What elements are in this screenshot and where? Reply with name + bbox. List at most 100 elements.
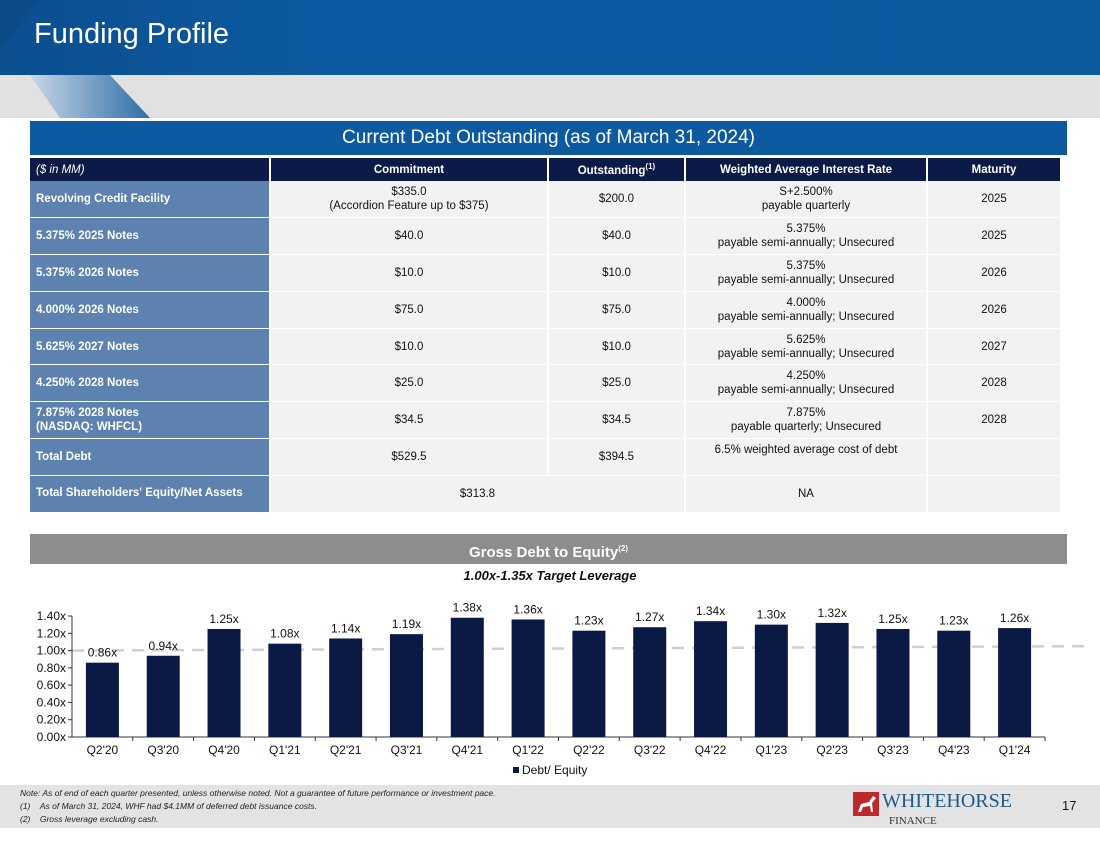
outstanding-cell: $10.0 [547, 328, 687, 366]
bar [937, 630, 971, 737]
x-tick-label: Q1'24 [999, 743, 1031, 757]
decorative-diagonal [0, 0, 150, 118]
y-tick-label: 0.20x [37, 713, 66, 727]
rate-cell: S+2.500% payable quarterly [685, 181, 928, 219]
col-commitment: Commitment [270, 158, 549, 181]
bar [389, 634, 423, 737]
outstanding-cell: $25.0 [547, 364, 687, 403]
chart-section-title: Gross Debt to Equity(2) [30, 534, 1067, 564]
table-row: 5.625% 2027 Notes $10.0 $10.0 5.625% paya… [30, 328, 1062, 366]
outstanding-cell: $394.5 [547, 438, 687, 476]
row-label: 5.375% 2026 Notes [30, 254, 271, 292]
x-tick-label: Q4'21 [451, 743, 483, 757]
bar [146, 655, 180, 737]
bar [876, 628, 910, 737]
maturity-cell: 2026 [927, 254, 1062, 292]
data-label: 1.26x [1000, 611, 1029, 625]
bar [754, 624, 788, 737]
y-tick-label: 0.60x [37, 678, 66, 692]
bar [572, 630, 606, 737]
rate-cell: 5.375% payable semi-annually; Unsecured [685, 217, 928, 256]
maturity-cell: 2027 [927, 328, 1062, 366]
data-label: 1.08x [270, 627, 299, 641]
data-label: 1.30x [757, 608, 786, 622]
row-label: 5.625% 2027 Notes [30, 328, 271, 366]
x-tick-label: Q1'21 [269, 743, 301, 757]
maturity-cell: 2025 [927, 181, 1062, 219]
debt-table: ($ in MM) Commitment Outstanding(1) Weig… [30, 158, 1062, 513]
data-label: 1.23x [939, 614, 968, 628]
row-label: Revolving Credit Facility [30, 181, 271, 219]
outstanding-cell: $75.0 [547, 291, 687, 329]
commitment-cell: $75.0 [270, 291, 549, 329]
table-title: Current Debt Outstanding (as of March 31… [30, 121, 1067, 155]
data-label: 1.36x [513, 602, 542, 616]
table-row: 7.875% 2028 Notes (NASDAQ: WHFCL) $34.5 $… [30, 401, 1062, 440]
table-row: 5.375% 2025 Notes $40.0 $40.0 5.375% paya… [30, 217, 1062, 256]
data-label: 1.25x [209, 612, 238, 626]
equity-row: Total Shareholders' Equity/Net Assets $3… [30, 475, 1062, 513]
maturity-cell: 2028 [927, 364, 1062, 403]
x-tick-label: Q3'23 [877, 743, 909, 757]
bar [998, 628, 1032, 737]
x-tick-label: Q2'21 [330, 743, 362, 757]
footnote-1: (1) As of March 31, 2024, WHF had $4.1MM… [20, 801, 318, 811]
col-maturity: Maturity [927, 158, 1062, 181]
equity-value: $313.8 [270, 475, 686, 513]
row-label: 4.250% 2028 Notes [30, 364, 271, 403]
total-row: Total Debt $529.5 $394.5 6.5% weighted a… [30, 438, 1062, 476]
outstanding-cell: $10.0 [547, 254, 687, 292]
bar [207, 628, 241, 737]
bar [633, 627, 667, 737]
commitment-cell: $40.0 [270, 217, 549, 256]
maturity-cell [927, 475, 1062, 513]
commitment-cell: $25.0 [270, 364, 549, 403]
col-rate: Weighted Average Interest Rate [685, 158, 928, 181]
row-label: Total Debt [30, 438, 271, 476]
rate-cell: NA [685, 475, 928, 513]
footer-band [0, 785, 1100, 828]
rate-cell: 5.625% payable semi-annually; Unsecured [685, 328, 928, 366]
data-label: 0.86x [88, 646, 117, 660]
bar [694, 621, 728, 737]
x-tick-label: Q3'22 [634, 743, 666, 757]
x-tick-label: Q4'22 [695, 743, 727, 757]
rate-cell: 4.000% payable semi-annually; Unsecured [685, 291, 928, 329]
data-label: 1.23x [574, 614, 603, 628]
col-outstanding: Outstanding(1) [547, 158, 687, 181]
outstanding-cell: $34.5 [547, 401, 687, 440]
outstanding-cell: $200.0 [547, 181, 687, 219]
data-label: 1.25x [878, 612, 907, 626]
commitment-cell: $10.0 [270, 328, 549, 366]
x-tick-label: Q3'20 [147, 743, 179, 757]
bar [329, 638, 363, 737]
data-label: 1.38x [453, 601, 482, 615]
y-tick-label: 1.20x [37, 626, 66, 640]
col-units: ($ in MM) [30, 158, 271, 181]
row-label: 7.875% 2028 Notes (NASDAQ: WHFCL) [30, 401, 271, 440]
bar [450, 617, 484, 737]
y-tick-label: 0.00x [37, 730, 66, 744]
header-band [0, 0, 1100, 75]
bar [268, 643, 302, 737]
rate-cell: 4.250% payable semi-annually; Unsecured [685, 364, 928, 403]
data-label: 1.34x [696, 604, 725, 618]
commitment-cell: $529.5 [270, 438, 549, 476]
outstanding-cell: $40.0 [547, 217, 687, 256]
commitment-cell: $10.0 [270, 254, 549, 292]
x-tick-label: Q3'21 [391, 743, 423, 757]
rate-cell: 7.875% payable quarterly; Unsecured [685, 401, 928, 440]
bar [815, 622, 849, 737]
data-label: 1.27x [635, 610, 664, 624]
page-number: 17 [1062, 798, 1077, 813]
commitment-cell: $335.0 (Accordion Feature up to $375) [270, 181, 549, 219]
page-title: Funding Profile [34, 18, 230, 50]
data-label: 1.32x [817, 606, 846, 620]
bar [85, 662, 119, 737]
svg-text:WHITEHORSE: WHITEHORSE [882, 790, 1012, 812]
row-label: 4.000% 2026 Notes [30, 291, 271, 329]
x-tick-label: Q4'23 [938, 743, 970, 757]
table-row: 5.375% 2026 Notes $10.0 $10.0 5.375% paya… [30, 254, 1062, 292]
data-label: 1.19x [392, 617, 421, 631]
debt-equity-chart: 0.00x 0.20x 0.40x 0.60x 0.80x 1.00x 1.20x 1.40x… [37, 601, 1086, 777]
